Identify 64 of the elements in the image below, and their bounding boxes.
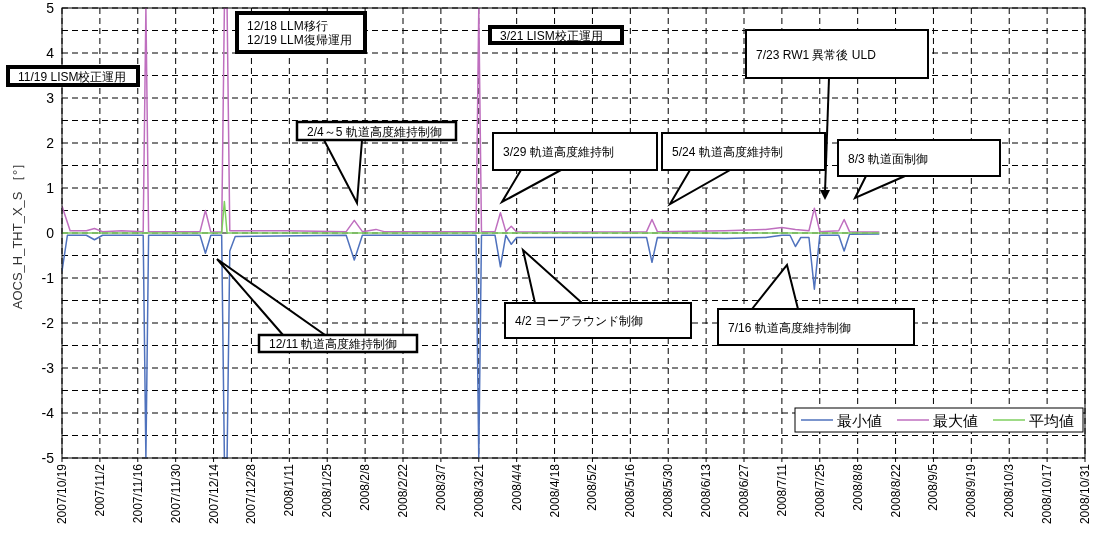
x-tick-label: 2008/3/7 <box>433 463 448 511</box>
y-tick-label: 0 <box>46 225 55 241</box>
legend-label: 最大値 <box>933 412 978 429</box>
annotation: 8/3 軌道面制御 <box>848 151 929 166</box>
x-tick-label: 2008/5/2 <box>585 463 600 511</box>
annotation: 7/16 軌道高度維持制御 <box>717 262 915 346</box>
annotation: 7/16 軌道高度維持制御 <box>728 320 851 335</box>
y-tick-label: 4 <box>46 45 55 61</box>
annotation: 2/4～5 軌道高度維持制御 <box>295 120 458 207</box>
x-tick-label: 2008/8/8 <box>850 463 865 511</box>
x-tick-label: 2008/6/13 <box>699 463 714 518</box>
annotation: 2/4～5 軌道高度維持制御 <box>307 124 442 139</box>
y-axis-title: AOCS_H_THT_X_S ［°］ <box>10 156 25 310</box>
y-tick-label: 1 <box>46 180 55 196</box>
x-tick-label: 2007/11/2 <box>92 463 107 517</box>
annotation: 5/24 軌道高度維持制 <box>672 145 783 160</box>
annotation: 4/2 ヨーアラウンド制御 <box>504 247 692 339</box>
x-tick-label: 2008/5/16 <box>623 463 638 518</box>
y-tick-label: 3 <box>46 90 55 106</box>
x-tick-label: 2008/10/17 <box>1040 463 1055 525</box>
annotation: 7/23 RW1 異常後 ULD <box>756 47 877 62</box>
annotation: 5/24 軌道高度維持制 <box>661 132 826 207</box>
legend-label: 平均値 <box>1029 412 1074 429</box>
legend-label: 最小値 <box>837 412 882 429</box>
annotation: 4/2 ヨーアラウンド制御 <box>515 314 644 329</box>
x-tick-label: 2008/6/27 <box>737 463 751 518</box>
annotation: 3/21 LISM校正運用 <box>488 25 624 45</box>
x-tick-label: 2008/7/11 <box>774 463 789 517</box>
annotation: 12/18 LLM移行 12/19 LLM復帰運用 <box>235 11 367 54</box>
y-tick-label: 2 <box>46 135 55 151</box>
x-tick-label: 2007/12/14 <box>206 463 221 525</box>
x-tick-label: 2008/1/11 <box>282 463 297 517</box>
x-tick-label: 2008/10/31 <box>1078 463 1092 525</box>
annotation: 11/19 LISM校正運用 <box>18 69 127 84</box>
x-tick-label: 2008/8/22 <box>888 463 903 518</box>
y-tick-label: -5 <box>41 450 55 466</box>
y-tick-label: 5 <box>46 0 55 16</box>
y-tick-label: -3 <box>41 360 55 376</box>
x-tick-label: 2008/4/18 <box>547 463 562 518</box>
x-tick-label: 2008/4/4 <box>509 463 524 511</box>
annotation: 8/3 軌道面制御 <box>837 139 1001 201</box>
x-tick-label: 2008/5/30 <box>661 463 676 518</box>
x-tick-label: 2008/7/25 <box>812 463 827 518</box>
y-tick-label: -4 <box>41 405 55 421</box>
y-tick-label: -2 <box>41 315 55 331</box>
x-tick-label: 2007/12/28 <box>244 463 259 525</box>
annotation: 3/29 軌道高度維持制 <box>492 132 658 205</box>
x-tick-label: 2008/9/5 <box>926 463 941 511</box>
x-tick-label: 2008/2/22 <box>396 463 410 518</box>
x-tick-label: 2008/3/21 <box>471 463 486 518</box>
x-tick-label: 2007/11/16 <box>130 463 145 524</box>
x-tick-label: 2007/11/30 <box>168 463 183 524</box>
annotation: 3/29 軌道高度維持制 <box>503 145 614 160</box>
x-tick-label: 2008/1/25 <box>320 463 335 518</box>
x-tick-label: 2007/10/19 <box>55 463 69 525</box>
annotation: 11/19 LISM校正運用 <box>6 65 140 87</box>
x-tick-label: 2008/9/19 <box>964 463 979 518</box>
annotation: 12/11 軌道高度維持制御 <box>269 337 398 352</box>
x-tick-label: 2008/10/3 <box>1002 463 1017 518</box>
annotation: 12/11 軌道高度維持制御 <box>216 258 419 354</box>
x-tick-label: 2008/2/8 <box>358 463 373 511</box>
y-tick-label: -1 <box>41 270 55 286</box>
annotation: 3/21 LISM校正運用 <box>500 28 603 43</box>
annotation: 12/18 LLM移行 12/19 LLM復帰運用 <box>247 18 352 48</box>
